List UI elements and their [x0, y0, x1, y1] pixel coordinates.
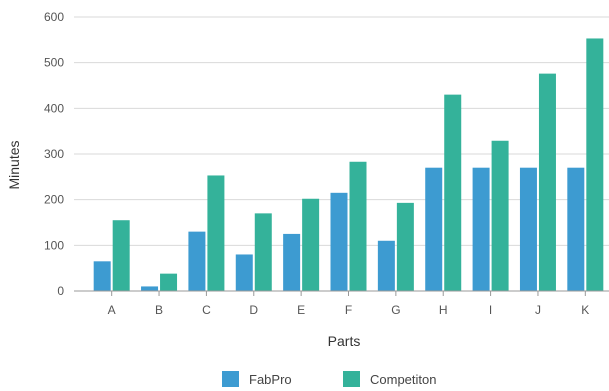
- axes: 0 100 200 300 400 500 600 A B C D E F G H I J K: [44, 10, 609, 317]
- bar-competiton-b: [160, 273, 178, 291]
- bar-fabpro-c: [188, 231, 206, 291]
- bar-competiton-e: [302, 198, 320, 291]
- x-axis-title: Parts: [328, 333, 361, 349]
- bar-competiton-a: [112, 220, 130, 291]
- bar-competiton-c: [207, 175, 225, 291]
- x-tick-label: J: [535, 303, 541, 317]
- y-tick-label: 0: [57, 284, 64, 298]
- bar-fabpro-d: [235, 254, 253, 291]
- bar-competiton-k: [586, 38, 604, 291]
- x-tick-label: D: [249, 303, 258, 317]
- y-tick-label: 100: [44, 238, 64, 252]
- legend-swatch-competiton: [343, 371, 360, 387]
- bar-fabpro-a: [93, 261, 111, 291]
- legend: FabPro Competiton: [222, 371, 436, 387]
- bar-competiton-j: [538, 73, 556, 291]
- x-tick-label: B: [155, 303, 163, 317]
- y-tick-label: 500: [44, 56, 64, 70]
- bar-fabpro-j: [519, 167, 537, 291]
- bar-competiton-h: [444, 94, 462, 291]
- bar-fabpro-f: [330, 192, 348, 291]
- x-tick-label: E: [297, 303, 305, 317]
- x-tick-label: I: [489, 303, 492, 317]
- y-tick-label: 200: [44, 193, 64, 207]
- legend-label-competiton: Competiton: [370, 372, 436, 387]
- bar-fabpro-h: [425, 167, 443, 291]
- bar-competiton-d: [254, 213, 272, 291]
- bar-competiton-g: [396, 202, 414, 291]
- bars: [93, 38, 604, 291]
- x-tick-label: C: [202, 303, 211, 317]
- x-tick-label: F: [345, 303, 352, 317]
- y-axis-title: Minutes: [6, 140, 22, 189]
- bar-competiton-f: [349, 161, 367, 291]
- legend-swatch-fabpro: [222, 371, 239, 387]
- x-tick-label: A: [108, 303, 116, 317]
- bar-fabpro-g: [377, 240, 395, 291]
- x-tick-label: H: [439, 303, 448, 317]
- bar-fabpro-k: [567, 167, 585, 291]
- y-tick-label: 400: [44, 101, 64, 115]
- bar-competiton-i: [491, 140, 509, 291]
- y-tick-label: 600: [44, 10, 64, 24]
- gridlines: [74, 16, 609, 246]
- bar-fabpro-e: [283, 233, 301, 291]
- legend-label-fabpro: FabPro: [249, 372, 292, 387]
- bar-fabpro-i: [472, 167, 490, 291]
- x-tick-label: G: [391, 303, 400, 317]
- x-tick-label: K: [581, 303, 589, 317]
- bar-fabpro-b: [141, 286, 159, 291]
- y-tick-label: 300: [44, 147, 64, 161]
